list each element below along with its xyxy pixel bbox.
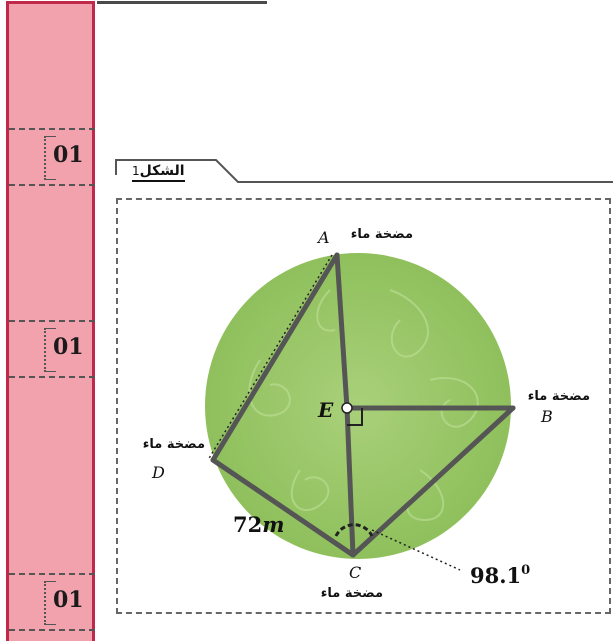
header-rule (97, 1, 267, 4)
score-box-2: 01 (9, 320, 95, 378)
length-dc-value: 72 (233, 512, 262, 537)
figure-tab-text: الشكل (139, 163, 185, 179)
segment-cb (350, 405, 516, 558)
label-a: A (316, 228, 330, 247)
score-box-3: 01 (9, 573, 95, 631)
label-b: B (540, 407, 553, 426)
pump-label-d: مضخة ماء (143, 437, 205, 452)
segment-ad (210, 252, 340, 463)
angle-leader-line (371, 529, 461, 571)
figure-frame (116, 198, 611, 614)
figure-tab-number: 1 (132, 164, 140, 178)
pump-label-b: مضخة ماء (528, 389, 590, 404)
score-bracket (44, 136, 56, 180)
label-e: E (317, 398, 334, 422)
pump-label-a: مضخة ماء (351, 227, 413, 242)
segment-ae (334, 252, 350, 411)
angle-unit: 0 (521, 563, 530, 578)
score-value-1: 01 (53, 142, 84, 168)
segment-dc (210, 457, 356, 558)
segment-ec (344, 405, 356, 558)
length-dc-unit: m (262, 512, 284, 537)
pump-label-c: مضخة ماء (321, 586, 383, 601)
score-bracket (44, 581, 56, 625)
score-box-1: 01 (9, 128, 95, 186)
label-d: D (151, 463, 165, 482)
angle-value: 98.1 (470, 563, 521, 588)
right-angle-marker (347, 408, 363, 426)
score-bracket (44, 328, 56, 372)
label-c: C (349, 563, 361, 582)
figure-tab-label: الشكل1 (132, 162, 185, 182)
score-value-2: 01 (53, 334, 84, 360)
length-dc-label: 72m (233, 512, 284, 537)
angle-label: 98.10 (470, 563, 530, 588)
center-point (341, 402, 353, 414)
segments (210, 252, 516, 558)
score-value-3: 01 (53, 587, 84, 613)
